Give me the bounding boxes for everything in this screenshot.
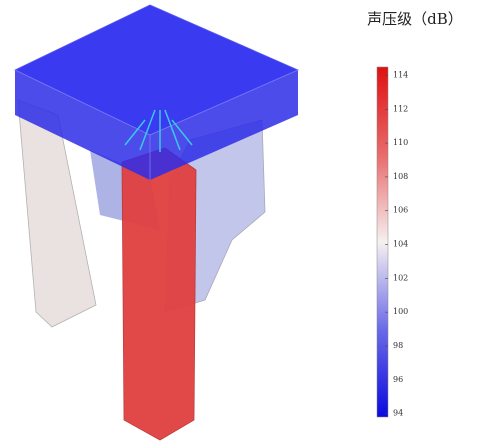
- tick-label: 98: [393, 341, 403, 350]
- tick-label: 94: [393, 409, 403, 418]
- tick-label: 102: [393, 273, 408, 282]
- tick-label: 106: [393, 206, 408, 215]
- model-3d: [15, 5, 298, 440]
- tick-label: 96: [393, 375, 403, 384]
- tick-label: 104: [393, 240, 408, 249]
- screenshot: 声压级（dB） 94 96 98 100 102 104 106 108 110 112 114: [0, 0, 481, 441]
- colorbar-ticks: 94 96 98 100 102 104 106 108 110 112 114: [385, 70, 408, 417]
- figure: 声压级（dB） 94 96 98 100 102 104 106 108 110 112 114: [0, 0, 481, 441]
- tick-label: 112: [393, 104, 408, 113]
- tick-label: 108: [393, 172, 408, 181]
- colorbar-title: 声压级（dB）: [367, 10, 463, 28]
- colorbar: [377, 67, 388, 417]
- tick-label: 110: [393, 138, 408, 147]
- tick-label: 114: [393, 70, 408, 79]
- red-column: [122, 148, 196, 440]
- tick-label: 100: [393, 307, 408, 316]
